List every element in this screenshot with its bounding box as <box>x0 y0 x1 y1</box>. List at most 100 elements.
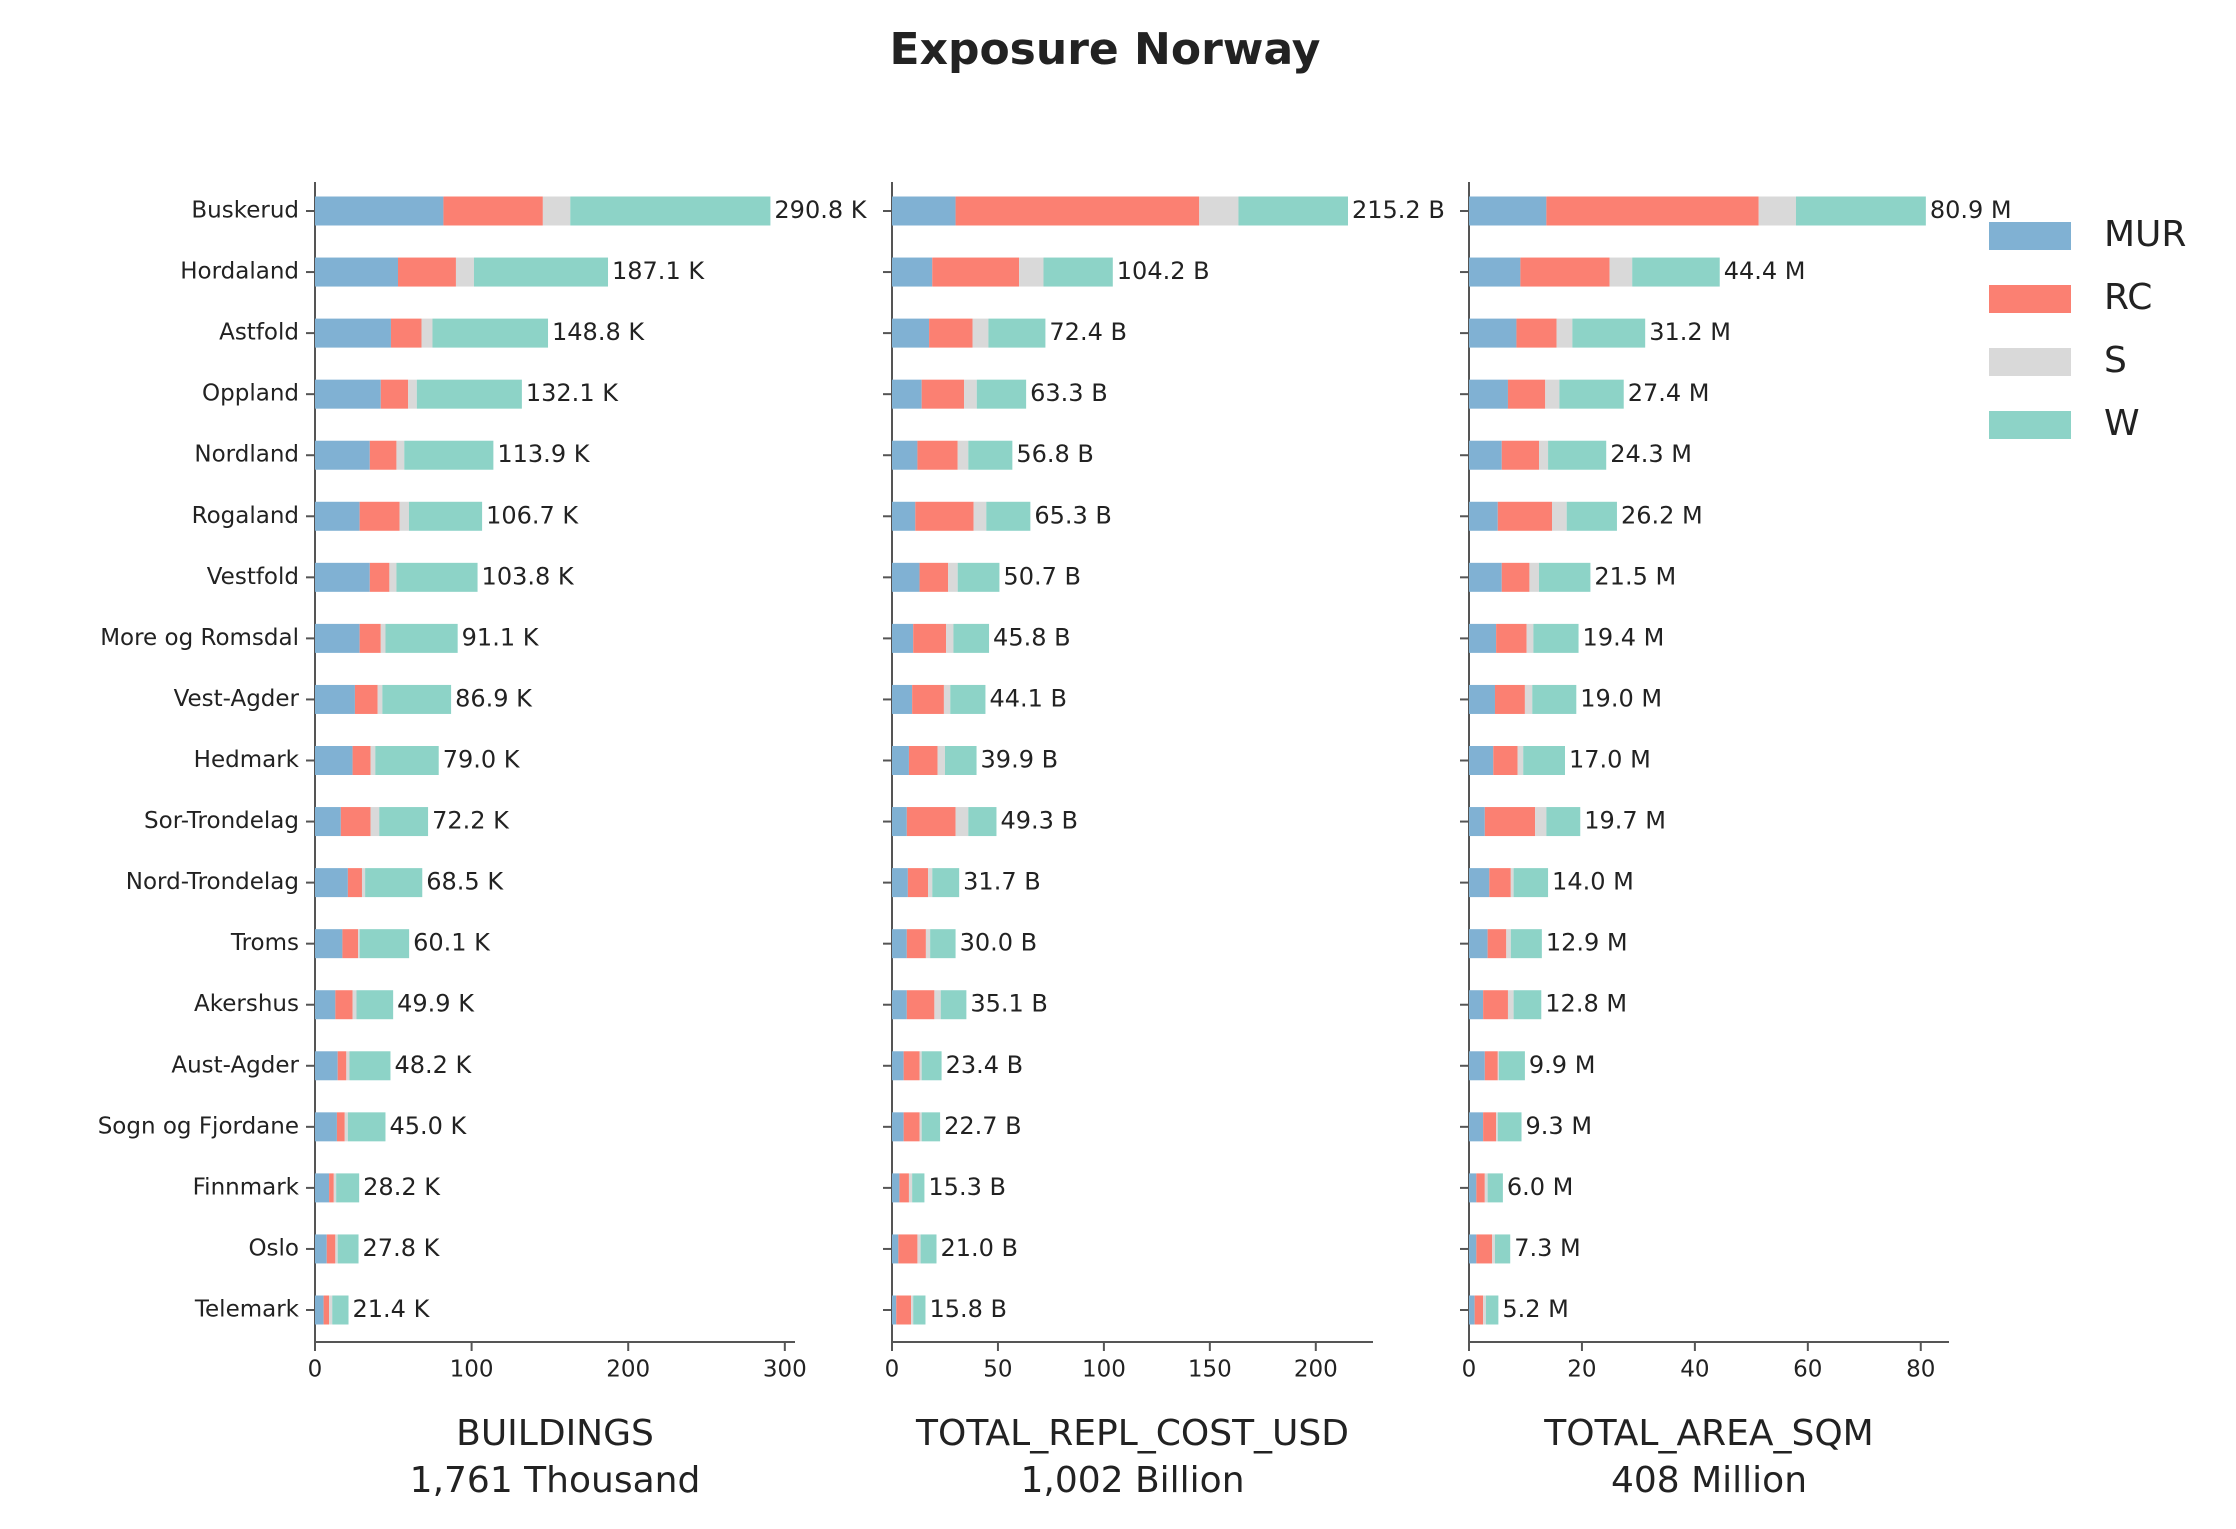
x-tick-label: 300 <box>763 1357 807 1383</box>
bar-segment <box>988 318 1046 348</box>
value-label: 39.9 B <box>981 746 1059 774</box>
bar-segment <box>1496 1112 1498 1142</box>
value-label: 113.9 K <box>497 440 590 468</box>
bar-segment <box>892 1173 900 1203</box>
legend-label: RC <box>2104 277 2152 318</box>
x-tick-label: 0 <box>308 1357 323 1383</box>
bar-segment <box>1609 257 1633 287</box>
bar-segment <box>920 1234 937 1264</box>
bar-segment <box>1559 379 1624 409</box>
bar-segment <box>1494 1234 1511 1264</box>
bar-segment <box>1497 1051 1499 1081</box>
bar-segment <box>377 684 383 714</box>
bar-segment <box>329 1173 334 1203</box>
bar-segment <box>913 623 947 653</box>
value-label: 24.3 M <box>1610 440 1692 468</box>
x-axis-label: TOTAL_REPL_COST_USD <box>915 1413 1349 1454</box>
bar-segment <box>912 1173 925 1203</box>
value-label: 80.9 M <box>1930 196 2012 224</box>
bar-segment <box>953 623 990 653</box>
y-tick-label: Oppland <box>202 381 299 407</box>
value-label: 45.8 B <box>993 623 1071 651</box>
bar-segment <box>336 1112 345 1142</box>
value-label: 79.0 K <box>443 746 521 774</box>
bar-segment <box>986 501 1031 531</box>
x-tick-label: 100 <box>450 1357 494 1383</box>
bar-segment <box>1539 440 1549 470</box>
value-label: 91.1 K <box>462 623 540 651</box>
bar-segment <box>955 807 969 837</box>
bar-segment <box>1489 868 1511 898</box>
bar-segment <box>369 440 397 470</box>
bar-segment <box>315 501 360 531</box>
legend-label: S <box>2104 340 2127 381</box>
bar-segment <box>1469 318 1517 348</box>
value-label: 65.3 B <box>1034 501 1112 529</box>
bar-segment <box>365 868 423 898</box>
bar-segment <box>1510 868 1514 898</box>
bar-segment <box>915 501 974 531</box>
bar-segment <box>1469 929 1488 959</box>
bar-segment <box>921 1051 942 1081</box>
bar-segment <box>1469 501 1498 531</box>
bar-segment <box>892 196 956 226</box>
bar-segment <box>906 990 935 1020</box>
value-label: 12.9 M <box>1546 929 1628 957</box>
bar-segment <box>358 929 360 959</box>
bar-segment <box>1510 929 1542 959</box>
bar-segment <box>1513 868 1549 898</box>
bar-segment <box>315 440 370 470</box>
value-label: 5.2 M <box>1502 1295 1569 1323</box>
bar-segment <box>1474 1295 1484 1325</box>
bar-segment <box>1469 990 1484 1020</box>
bar-segment <box>1487 1173 1503 1203</box>
bar-segment <box>1497 501 1553 531</box>
bar-segment <box>416 379 522 409</box>
bar-segment <box>315 1173 330 1203</box>
x-tick-label: 50 <box>983 1357 1012 1383</box>
bar-segment <box>385 623 458 653</box>
value-label: 6.0 M <box>1507 1173 1574 1201</box>
bar-segment <box>955 196 1200 226</box>
bar-segment <box>892 868 908 898</box>
bar-segment <box>315 746 353 775</box>
value-label: 106.7 K <box>486 501 579 529</box>
x-axis-total: 408 Million <box>1611 1460 1807 1501</box>
x-axis-total: 1,761 Thousand <box>410 1460 701 1501</box>
bar-segment <box>950 684 986 714</box>
bar-segment <box>896 1295 912 1325</box>
bar-segment <box>1469 684 1495 714</box>
bar-segment <box>1469 440 1502 470</box>
bar-segment <box>1494 684 1525 714</box>
bar-segment <box>335 1234 338 1264</box>
bar-segment <box>1513 990 1542 1020</box>
value-label: 86.9 K <box>455 684 533 712</box>
value-label: 27.4 M <box>1628 379 1710 407</box>
bar-segment <box>337 1051 347 1081</box>
bar-segment <box>1469 1234 1477 1264</box>
y-tick-label: Vest-Agder <box>174 686 300 712</box>
bar-segment <box>1476 1173 1485 1203</box>
bar-segment <box>1469 1112 1484 1142</box>
bar-segment <box>940 990 967 1020</box>
value-label: 68.5 K <box>426 868 504 896</box>
bar-segment <box>390 318 422 348</box>
bar-segment <box>957 440 969 470</box>
y-tick-label: More og Romsdal <box>100 625 299 651</box>
value-label: 15.8 B <box>929 1295 1007 1323</box>
bar-segment <box>1469 257 1521 287</box>
bar-segment <box>347 868 362 898</box>
bar-segment <box>1556 318 1573 348</box>
bar-segment <box>389 562 397 592</box>
bar-segment <box>948 562 958 592</box>
bar-segment <box>1546 196 1759 226</box>
value-label: 14.0 M <box>1552 868 1634 896</box>
bar-segment <box>1539 562 1591 592</box>
y-tick-label: Aust-Agder <box>171 1052 299 1078</box>
y-tick-label: Oslo <box>248 1235 299 1261</box>
bar-segment <box>432 318 549 348</box>
bar-segment <box>1498 1051 1525 1081</box>
value-label: 187.1 K <box>612 257 705 285</box>
bar-segment <box>315 379 381 409</box>
